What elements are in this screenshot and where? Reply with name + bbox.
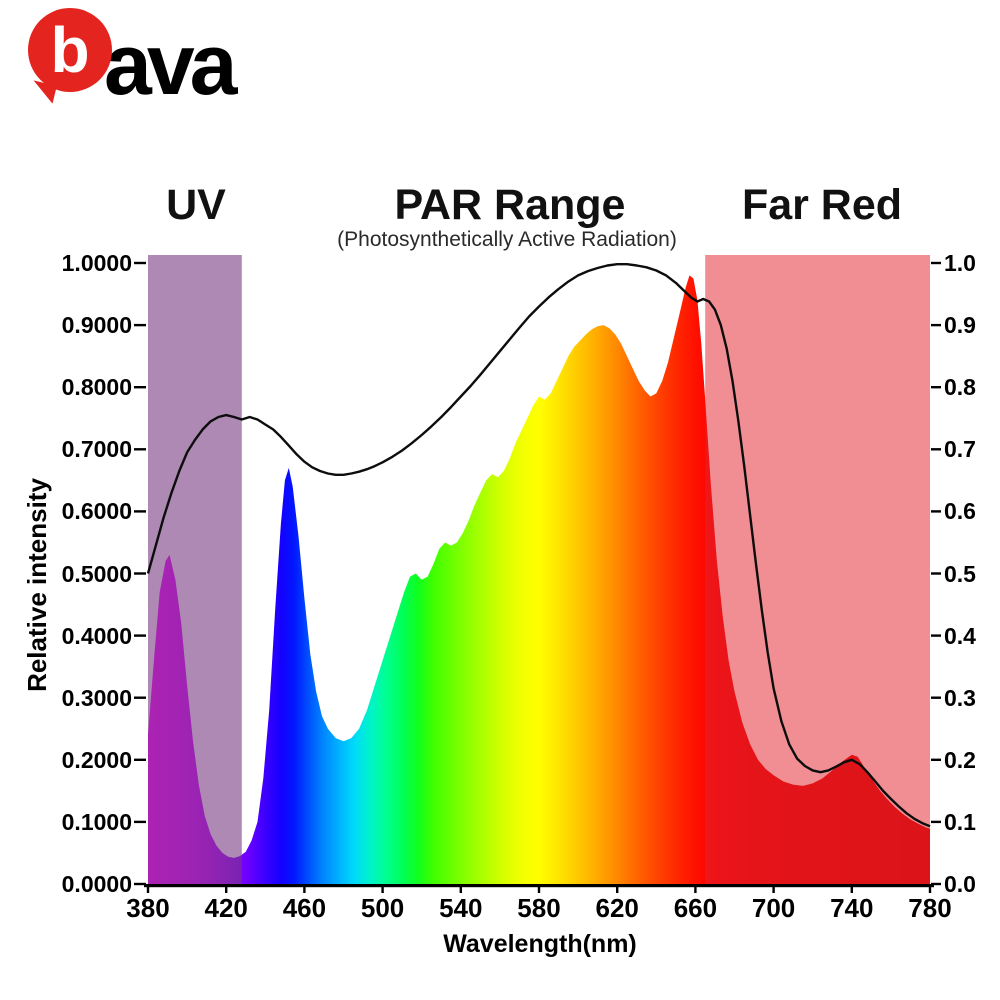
x-tick-label: 740 <box>830 893 874 923</box>
bava-logo-b: b <box>50 14 90 86</box>
y-tick-label-right: 0.0 <box>944 871 976 897</box>
y-tick-label-right: 0.8 <box>944 374 976 401</box>
axis-tick-marks <box>134 261 941 893</box>
x-tick-label: 620 <box>595 893 639 923</box>
sensitivity-line <box>146 263 931 828</box>
y-tick-label-right: 1.0 <box>944 250 976 276</box>
x-tick-label: 780 <box>908 893 952 923</box>
x-axis-line <box>144 884 934 888</box>
y-tick-label-right: 0.3 <box>944 684 976 711</box>
far-red-band <box>705 255 930 884</box>
y-tick-label-left: 1.0000 <box>61 250 132 276</box>
x-axis-title: Wavelength(nm) <box>443 930 637 958</box>
bava-logo: b ava <box>28 8 237 108</box>
x-tick-label: 500 <box>360 893 405 923</box>
y-tick-label-left: 0.5000 <box>61 560 132 587</box>
x-tick-label: 420 <box>204 893 248 923</box>
x-tick-label: 460 <box>282 893 327 923</box>
x-tick-label: 380 <box>126 893 170 923</box>
y-tick-label-left: 0.3000 <box>61 684 132 711</box>
y-axis-left-labels: 1.0000 0.9000 0.8000 0.7000 0.6000 0.5000 0.40… <box>0 0 132 1000</box>
x-tick-label: 580 <box>517 893 561 923</box>
y-tick-label-right: 0.2 <box>944 746 976 773</box>
y-tick-label-right: 0.7 <box>944 436 976 463</box>
bava-logo-text: ava <box>104 17 237 113</box>
y-tick-label-left: 0.8000 <box>61 374 132 401</box>
y-tick-label-left: 0.9000 <box>61 312 132 339</box>
x-tick-label: 540 <box>439 893 483 923</box>
y-tick-label-left: 0.0000 <box>61 871 132 897</box>
bava-logo-mark: b <box>28 8 112 104</box>
y-tick-label-left: 0.1000 <box>61 808 132 835</box>
uv-band <box>148 255 242 884</box>
y-tick-label-left: 0.6000 <box>61 498 132 525</box>
y-tick-label-left: 0.2000 <box>61 746 132 773</box>
y-tick-label-right: 0.9 <box>944 312 976 339</box>
par-range-label: PAR Range <box>394 181 626 229</box>
y-tick-label-left: 0.7000 <box>61 436 132 463</box>
uv-region-label: UV <box>166 181 226 229</box>
x-tick-label: 660 <box>673 893 718 923</box>
y-tick-label-right: 0.5 <box>944 560 976 587</box>
far-red-region-label: Far Red <box>741 181 903 229</box>
x-tick-label: 700 <box>751 893 796 923</box>
y-tick-label-right: 0.4 <box>944 622 976 649</box>
y-tick-label-right: 0.1 <box>944 808 976 835</box>
par-range-subtitle: (Photosynthetically Active Radiation) <box>337 228 677 251</box>
y-tick-label-right: 0.6 <box>944 498 976 525</box>
y-tick-label-left: 0.4000 <box>61 622 132 649</box>
y-axis-right-labels: 1.0 0.9 0.8 0.7 0.6 0.5 0.4 0.3 0.2 0.1 0.0 <box>944 0 1000 1000</box>
